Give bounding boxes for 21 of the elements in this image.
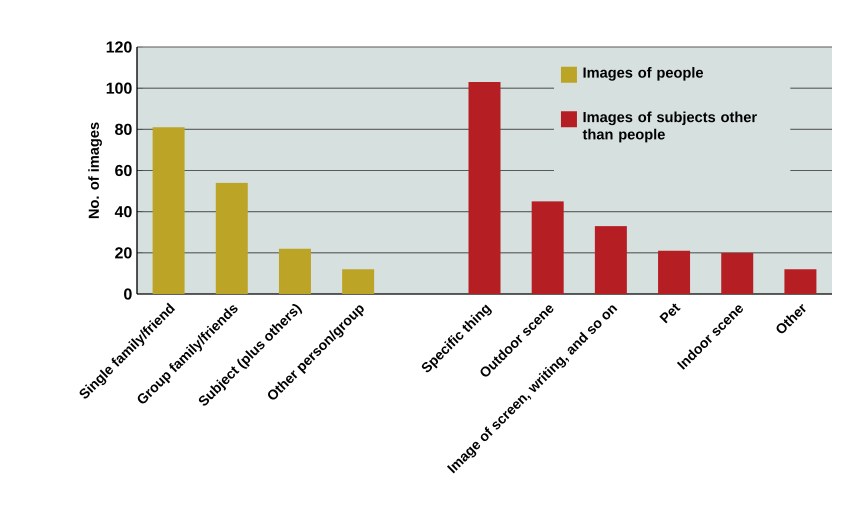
bar [784, 269, 816, 294]
y-tick-label: 20 [115, 247, 132, 258]
bar [594, 226, 627, 294]
bar [342, 269, 374, 294]
x-tick-label: Pet [659, 303, 681, 324]
bar [152, 127, 185, 294]
bar [721, 252, 754, 294]
y-tick-label: 100 [106, 82, 132, 94]
bar [278, 248, 311, 294]
legend-label: Images of subjects other than people [582, 111, 757, 142]
bar [532, 201, 564, 294]
bar [468, 82, 501, 294]
y-tick-label: 40 [114, 206, 132, 218]
bar [658, 250, 690, 294]
y-tick-label: 0 [124, 288, 132, 300]
y-tick-label: 60 [115, 164, 132, 176]
bar [216, 182, 248, 294]
y-axis-title: No. of images [88, 122, 102, 218]
y-tick-label: 80 [115, 124, 132, 135]
y-tick-label: 120 [106, 41, 132, 53]
legend-label: Images of people [584, 67, 704, 81]
